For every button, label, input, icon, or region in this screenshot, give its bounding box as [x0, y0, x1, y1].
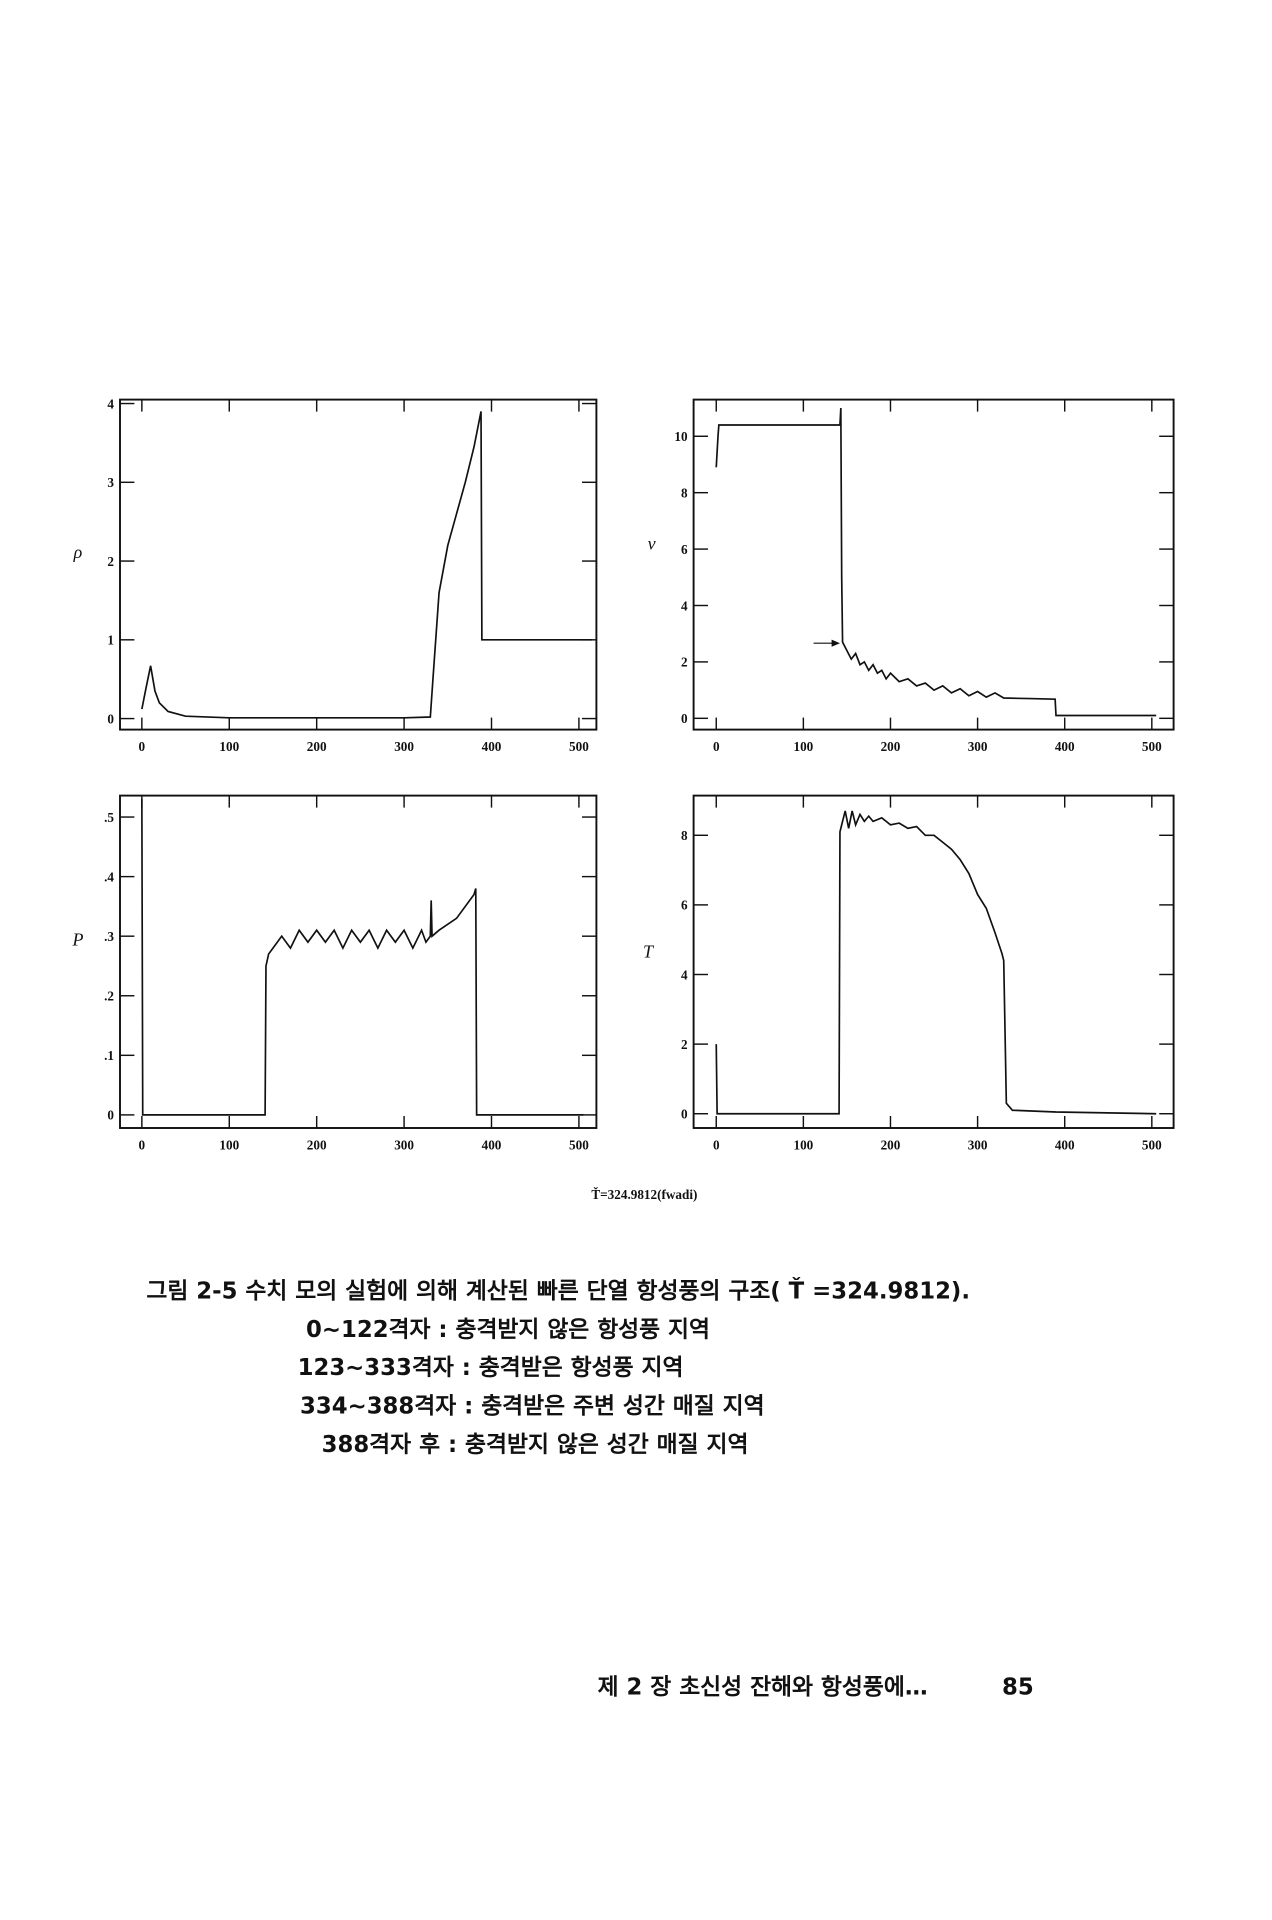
x-tick-label: 500: [569, 1138, 589, 1153]
figure-note: Ť=324.9812(fwadi): [591, 1187, 697, 1202]
y-tick-label: .4: [104, 869, 114, 884]
x-tick-label: 400: [482, 1138, 502, 1153]
x-tick-label: 300: [394, 1138, 414, 1153]
y-tick-label: 6: [681, 898, 688, 913]
y-axis-label: T: [643, 942, 655, 962]
x-tick-label: 300: [394, 739, 414, 754]
y-tick-label: .5: [104, 810, 114, 825]
x-tick-label: 500: [1142, 739, 1162, 754]
caption-title: 그림 2-5 수치 모의 실험에 의해 계산된 빠른 단열 항성풍의 구조( Ť…: [146, 1276, 970, 1304]
caption-line: 334~388격자 : 충격받은 주변 성간 매질 지역: [300, 1394, 765, 1420]
x-tick-label: 300: [968, 1138, 988, 1153]
x-tick-label: 200: [881, 1138, 901, 1153]
x-tick-label: 300: [968, 739, 988, 754]
plot-frame: [119, 398, 598, 731]
x-tick-label: 100: [793, 739, 813, 754]
y-tick-label: 2: [681, 655, 688, 670]
y-tick-label: 4: [681, 967, 688, 982]
x-tick-label: 500: [569, 739, 589, 754]
page-number: 85: [1002, 1674, 1034, 1700]
y-axis-label: ρ: [73, 542, 83, 562]
y-tick-label: 1: [107, 633, 114, 648]
x-tick-label: 200: [307, 1138, 327, 1153]
plot-frame: [692, 398, 1175, 731]
y-tick-label: 4: [107, 396, 114, 411]
y-tick-label: 0: [107, 711, 114, 726]
x-tick-label: 0: [713, 739, 720, 754]
caption-line: 388격자 후 : 충격받지 않은 성간 매질 지역: [322, 1432, 749, 1458]
y-tick-label: .2: [104, 989, 114, 1004]
y-tick-label: 8: [681, 828, 688, 843]
x-tick-label: 0: [139, 739, 146, 754]
x-tick-label: 500: [1142, 1138, 1162, 1153]
y-tick-label: 6: [681, 542, 688, 557]
running-head: 제 2 장 초신성 잔해와 항성풍에…: [598, 1674, 928, 1700]
x-tick-label: 200: [881, 739, 901, 754]
x-tick-label: 100: [219, 1138, 239, 1153]
x-tick-label: 400: [1055, 1138, 1075, 1153]
y-tick-label: 0: [107, 1108, 114, 1123]
y-tick-label: .1: [104, 1048, 114, 1063]
caption-line: 123~333격자 : 충격받은 항성풍 지역: [298, 1355, 684, 1381]
data-line: [715, 810, 1157, 1115]
arrow: [813, 639, 840, 647]
y-tick-label: 3: [107, 475, 114, 490]
plot-frame: [692, 794, 1175, 1129]
x-tick-label: 200: [307, 739, 327, 754]
y-tick-label: 2: [107, 554, 114, 569]
y-tick-label: 8: [681, 485, 688, 500]
x-tick-label: 400: [1055, 739, 1075, 754]
y-tick-label: .3: [104, 929, 114, 944]
x-tick-label: 0: [713, 1138, 720, 1153]
y-tick-label: 4: [681, 598, 688, 613]
data-line: [715, 408, 1157, 717]
y-tick-label: 10: [674, 429, 688, 444]
data-line: [141, 799, 584, 1116]
x-tick-label: 400: [482, 739, 502, 754]
x-tick-label: 100: [793, 1138, 813, 1153]
x-tick-label: 100: [219, 739, 239, 754]
y-axis-label: v: [648, 534, 656, 554]
y-tick-label: 0: [681, 1107, 688, 1122]
data-line: [141, 411, 593, 719]
y-axis-label: P: [72, 930, 84, 950]
plot-frame: [119, 794, 598, 1129]
y-tick-label: 2: [681, 1037, 688, 1052]
y-tick-label: 0: [681, 711, 688, 726]
caption-line: 0~122격자 : 충격받지 않은 항성풍 지역: [306, 1317, 710, 1343]
x-tick-label: 0: [139, 1138, 146, 1153]
